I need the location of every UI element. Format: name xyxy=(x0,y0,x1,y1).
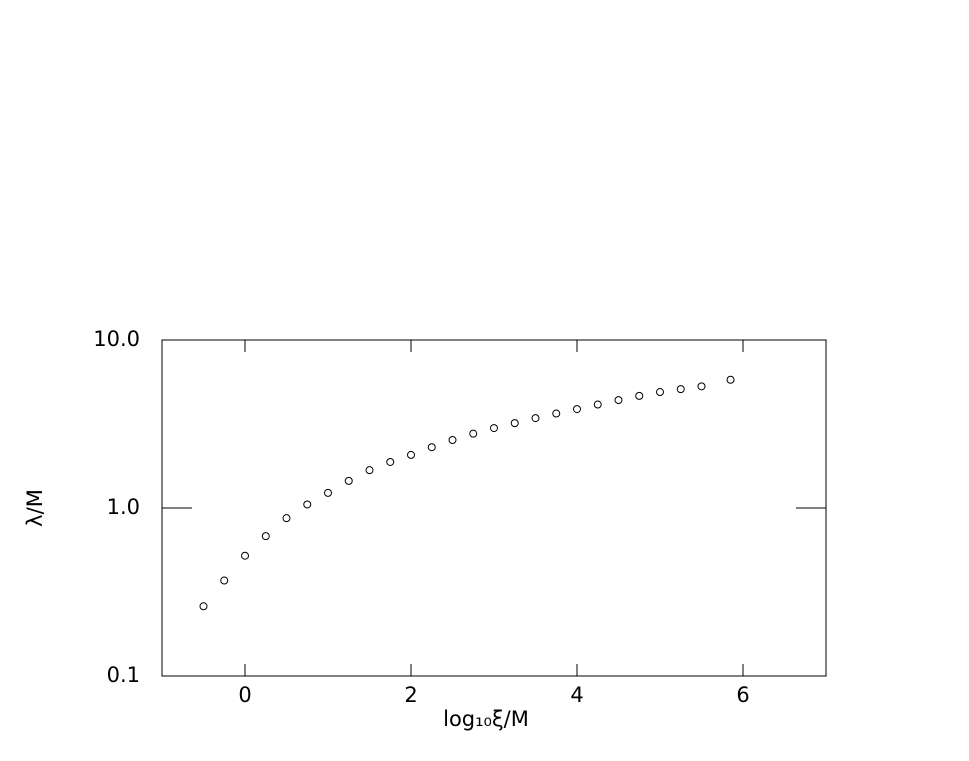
x-tick-label: 6 xyxy=(736,683,749,707)
x-axis-label: log₁₀ξ/M xyxy=(443,707,529,731)
data-point xyxy=(303,500,312,509)
y-tick-label: 1.0 xyxy=(107,495,140,519)
data-point xyxy=(407,450,415,459)
data-point xyxy=(220,576,229,585)
data-point xyxy=(593,400,602,409)
data-point xyxy=(614,396,623,405)
data-point xyxy=(635,391,644,400)
x-tick-label: 0 xyxy=(238,683,251,707)
data-point xyxy=(656,388,664,397)
data-point xyxy=(531,414,540,423)
y-axis-label: λ/M xyxy=(23,489,47,527)
x-tick-label: 2 xyxy=(404,683,417,707)
data-point xyxy=(261,532,270,541)
x-tick-label: 4 xyxy=(570,683,583,707)
data-point xyxy=(697,382,706,391)
data-point xyxy=(365,466,374,475)
data-point xyxy=(726,375,735,384)
y-tick-label: 10.0 xyxy=(93,327,140,351)
data-point xyxy=(427,443,436,452)
data-point xyxy=(469,429,478,438)
data-point xyxy=(552,409,561,418)
data-point xyxy=(490,424,498,433)
data-point xyxy=(241,551,249,560)
data-point xyxy=(676,385,685,394)
data-point xyxy=(199,602,208,611)
plot-frame xyxy=(161,339,827,677)
data-point xyxy=(324,488,332,497)
data-point xyxy=(510,419,519,428)
y-tick-label: 0.1 xyxy=(107,663,140,687)
data-point xyxy=(573,405,581,414)
data-point xyxy=(448,435,457,444)
data-point xyxy=(386,457,395,466)
data-point xyxy=(282,514,291,523)
data-point xyxy=(344,476,353,485)
